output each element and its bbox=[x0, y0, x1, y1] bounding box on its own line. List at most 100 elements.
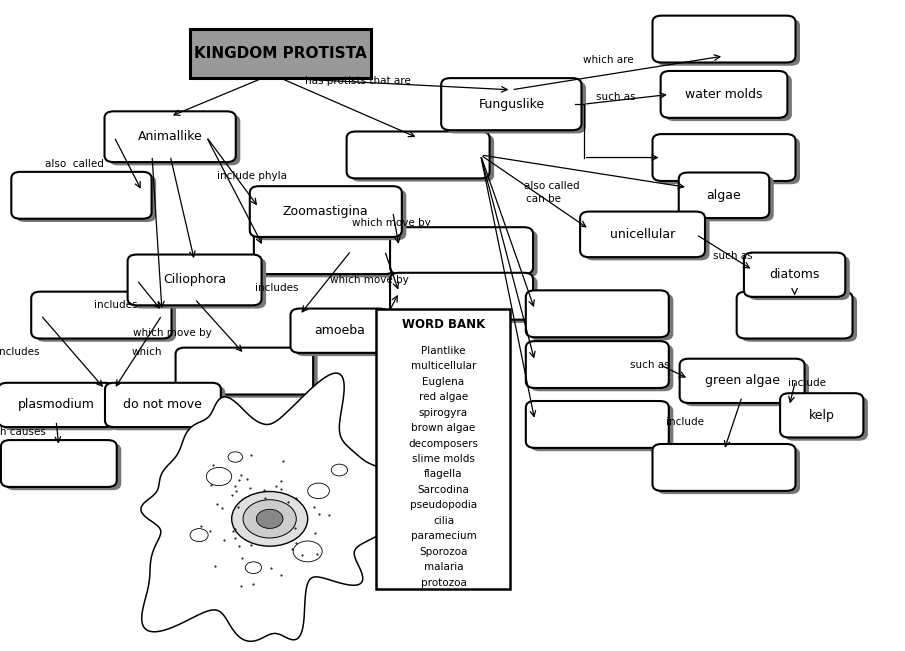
Text: algae: algae bbox=[707, 189, 741, 202]
Text: which move by: which move by bbox=[329, 275, 409, 285]
FancyBboxPatch shape bbox=[526, 290, 669, 337]
Text: KINGDOM PROTISTA: KINGDOM PROTISTA bbox=[195, 46, 367, 61]
FancyBboxPatch shape bbox=[180, 351, 318, 398]
Text: Ciliophora: Ciliophora bbox=[163, 273, 226, 286]
FancyBboxPatch shape bbox=[295, 312, 393, 356]
FancyBboxPatch shape bbox=[665, 74, 792, 121]
FancyBboxPatch shape bbox=[530, 404, 673, 451]
FancyBboxPatch shape bbox=[110, 115, 241, 165]
Text: spirogyra: spirogyra bbox=[419, 408, 468, 418]
Text: Funguslike: Funguslike bbox=[478, 98, 545, 111]
FancyBboxPatch shape bbox=[11, 172, 151, 219]
FancyBboxPatch shape bbox=[132, 258, 266, 309]
Text: includes: includes bbox=[94, 299, 138, 310]
FancyBboxPatch shape bbox=[1, 440, 117, 487]
Circle shape bbox=[243, 500, 296, 538]
Text: such as: such as bbox=[630, 359, 670, 370]
Text: Animallike: Animallike bbox=[138, 130, 203, 143]
FancyBboxPatch shape bbox=[530, 294, 673, 340]
Text: pseudopodia: pseudopodia bbox=[410, 501, 477, 510]
Text: red algae: red algae bbox=[419, 392, 468, 402]
Circle shape bbox=[228, 452, 243, 462]
Text: brown algae: brown algae bbox=[412, 423, 475, 433]
FancyBboxPatch shape bbox=[110, 386, 225, 430]
Text: includes: includes bbox=[255, 283, 299, 293]
Text: paramecium: paramecium bbox=[411, 531, 476, 542]
FancyBboxPatch shape bbox=[580, 212, 705, 257]
FancyBboxPatch shape bbox=[585, 215, 710, 260]
Text: such as: such as bbox=[595, 92, 635, 102]
FancyBboxPatch shape bbox=[653, 444, 795, 491]
FancyBboxPatch shape bbox=[780, 393, 863, 437]
Text: green algae: green algae bbox=[705, 374, 779, 387]
Text: Euglena: Euglena bbox=[423, 377, 464, 387]
Text: which move by: which move by bbox=[378, 311, 458, 322]
FancyBboxPatch shape bbox=[5, 443, 121, 490]
Text: cilia: cilia bbox=[433, 516, 454, 526]
Circle shape bbox=[308, 483, 329, 499]
FancyBboxPatch shape bbox=[250, 186, 402, 237]
FancyBboxPatch shape bbox=[741, 295, 857, 342]
FancyBboxPatch shape bbox=[785, 396, 868, 441]
Text: which move by: which move by bbox=[132, 328, 212, 339]
FancyBboxPatch shape bbox=[253, 227, 395, 274]
Text: which: which bbox=[131, 346, 162, 357]
Circle shape bbox=[331, 464, 348, 476]
FancyBboxPatch shape bbox=[395, 230, 538, 277]
FancyBboxPatch shape bbox=[351, 135, 494, 182]
FancyBboxPatch shape bbox=[395, 276, 538, 323]
FancyBboxPatch shape bbox=[35, 295, 176, 342]
Text: which move by: which move by bbox=[351, 217, 431, 228]
FancyBboxPatch shape bbox=[657, 19, 800, 66]
FancyBboxPatch shape bbox=[190, 29, 371, 77]
FancyBboxPatch shape bbox=[105, 383, 221, 427]
FancyBboxPatch shape bbox=[680, 359, 805, 403]
FancyBboxPatch shape bbox=[683, 176, 774, 221]
Text: which are: which are bbox=[583, 55, 634, 65]
Text: unicellular: unicellular bbox=[610, 228, 675, 241]
Text: decomposers: decomposers bbox=[408, 439, 479, 449]
FancyBboxPatch shape bbox=[291, 309, 388, 353]
Text: Sporozoa: Sporozoa bbox=[419, 547, 468, 557]
FancyBboxPatch shape bbox=[744, 253, 845, 297]
FancyBboxPatch shape bbox=[445, 81, 586, 133]
Text: flagella: flagella bbox=[424, 469, 462, 480]
Text: diatoms: diatoms bbox=[769, 268, 820, 281]
FancyBboxPatch shape bbox=[259, 230, 398, 277]
Text: Sarcodina: Sarcodina bbox=[417, 485, 470, 495]
Circle shape bbox=[293, 541, 322, 562]
Circle shape bbox=[232, 492, 308, 546]
Text: Plantlike: Plantlike bbox=[421, 346, 466, 356]
Text: includes: includes bbox=[0, 347, 40, 357]
Text: do not move: do not move bbox=[123, 398, 203, 411]
Text: which causes: which causes bbox=[0, 427, 46, 437]
Text: also called: also called bbox=[524, 180, 580, 191]
Circle shape bbox=[190, 529, 208, 542]
Text: include phyla: include phyla bbox=[217, 171, 287, 181]
FancyBboxPatch shape bbox=[526, 341, 669, 388]
FancyBboxPatch shape bbox=[737, 292, 853, 339]
Text: include: include bbox=[788, 378, 826, 388]
FancyBboxPatch shape bbox=[105, 111, 235, 162]
Text: multicellular: multicellular bbox=[411, 361, 476, 371]
FancyBboxPatch shape bbox=[441, 78, 582, 130]
Text: slime molds: slime molds bbox=[412, 454, 475, 464]
Text: has protists that are: has protists that are bbox=[305, 76, 410, 86]
FancyBboxPatch shape bbox=[657, 137, 800, 184]
Circle shape bbox=[256, 509, 283, 529]
Text: amoeba: amoeba bbox=[314, 324, 365, 337]
FancyBboxPatch shape bbox=[0, 383, 114, 427]
FancyBboxPatch shape bbox=[3, 386, 119, 430]
FancyBboxPatch shape bbox=[684, 362, 809, 406]
Text: plasmodium: plasmodium bbox=[18, 398, 94, 411]
Text: malaria: malaria bbox=[424, 562, 463, 572]
FancyBboxPatch shape bbox=[526, 401, 669, 448]
Polygon shape bbox=[141, 373, 421, 641]
FancyBboxPatch shape bbox=[653, 134, 795, 181]
Text: kelp: kelp bbox=[809, 409, 834, 422]
FancyBboxPatch shape bbox=[390, 273, 533, 320]
FancyBboxPatch shape bbox=[657, 447, 800, 494]
FancyBboxPatch shape bbox=[31, 292, 172, 339]
FancyBboxPatch shape bbox=[347, 132, 490, 178]
FancyBboxPatch shape bbox=[679, 173, 769, 218]
